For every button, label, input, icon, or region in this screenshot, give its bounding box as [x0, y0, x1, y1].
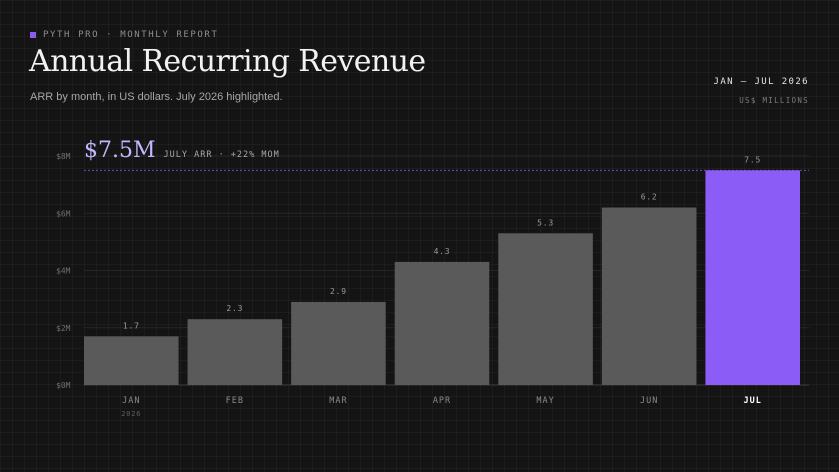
bar-value-label: 7.5: [744, 155, 761, 164]
callout-text: JULY ARR · +22% MOM: [164, 150, 280, 160]
bar: [84, 336, 179, 385]
bar: [394, 261, 490, 385]
page-title: Annual Recurring Revenue: [29, 44, 426, 79]
date-range: JAN – JUL 2026: [713, 77, 809, 87]
units-label: US$ MILLIONS: [739, 96, 809, 105]
x-tick-label: MAY: [536, 396, 554, 406]
bar: [291, 301, 386, 385]
eyebrow-square-icon: [30, 32, 36, 38]
bar-value-label: 2.9: [330, 287, 347, 296]
eyebrow-text: PYTH PRO · MONTHLY REPORT: [43, 30, 219, 40]
x-tick-label: MAR: [329, 396, 347, 406]
x-tick-label: JUN: [640, 396, 658, 406]
report-eyebrow: PYTH PRO · MONTHLY REPORT: [30, 30, 218, 40]
bar-value-label: 5.3: [537, 218, 554, 227]
x-tick-label: APR: [433, 396, 451, 406]
callout-value: $7.5M: [84, 138, 156, 163]
y-tick-label: $6M: [56, 209, 71, 218]
y-tick-label: $2M: [56, 324, 71, 333]
y-tick-label: $4M: [56, 267, 71, 276]
y-tick-label: $8M: [56, 152, 71, 161]
bar-value-label: 4.3: [434, 247, 451, 256]
year-label: 2026: [121, 410, 141, 418]
bar: [601, 207, 697, 385]
page-subtitle: ARR by month, in US dollars. July 2026 h…: [30, 91, 283, 103]
x-tick-label: JUL: [744, 396, 762, 406]
bar-highlighted: [705, 170, 800, 385]
bar: [498, 233, 593, 385]
bar: [187, 319, 283, 385]
bar-value-label: 6.2: [641, 193, 658, 202]
bar-value-label: 1.7: [123, 321, 140, 330]
bar-value-label: 2.3: [226, 304, 243, 313]
y-tick-label: $0M: [56, 381, 71, 390]
x-tick-label: FEB: [226, 396, 244, 406]
x-tick-label: JAN: [122, 396, 140, 406]
